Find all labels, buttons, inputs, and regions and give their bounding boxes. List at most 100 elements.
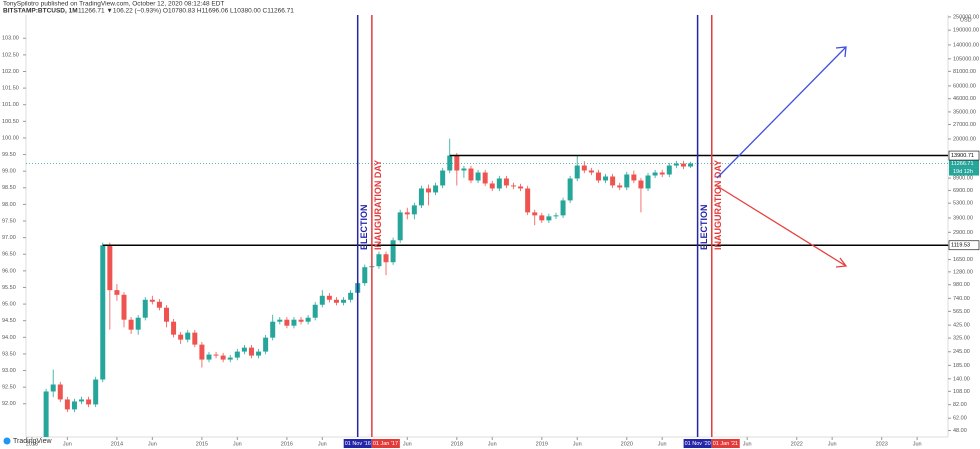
candle-body — [149, 299, 155, 302]
y-tick-label: 92.00 — [2, 401, 16, 407]
x-tick-label: 2019 — [536, 441, 548, 447]
y2-tick-label: 1280.00 — [953, 269, 973, 275]
level-box — [948, 150, 980, 161]
y2-tick-label: 1650.00 — [953, 257, 973, 263]
candle-body — [178, 334, 184, 340]
y2-tick-label: 2900.00 — [953, 230, 973, 236]
candle-body — [652, 172, 658, 176]
candle-body — [348, 292, 354, 300]
y2-tick-label: 62.00 — [953, 416, 967, 422]
candle-body — [43, 391, 49, 437]
logo — [3, 437, 11, 445]
candle-body — [645, 175, 651, 189]
y2-tick-label: 565.00 — [953, 309, 970, 315]
y-tick-label: 101.50 — [2, 86, 19, 92]
candle-body — [298, 319, 304, 322]
candle-body — [305, 317, 311, 322]
candle-body — [114, 290, 120, 295]
y2-tick-label: 46000.00 — [953, 96, 976, 102]
event-date-box — [371, 439, 400, 448]
x-tick-label: Jun — [828, 441, 837, 447]
candle-body — [518, 186, 524, 189]
candle-body — [86, 399, 92, 405]
candle-body — [234, 351, 240, 358]
y-tick-label: 93.50 — [2, 351, 16, 357]
candle-body — [581, 165, 587, 171]
event-date-box — [683, 439, 712, 448]
y-tick-label: 102.50 — [2, 52, 19, 58]
candle-body — [185, 332, 191, 340]
y2-tick-label: 325.00 — [953, 336, 970, 342]
y2-tick-label: 140.00 — [953, 376, 970, 382]
plot-area: ELECTION INAUGURATION DAY ELECTION INAUGURA… — [26, 15, 948, 437]
candle-body — [510, 185, 516, 187]
level-label: 1119.53 — [951, 243, 970, 249]
candle-body — [433, 185, 439, 193]
y2-tick-label: 60000.00 — [953, 83, 976, 89]
candle-body — [107, 245, 113, 291]
y2-tick-label: 140000.00 — [953, 42, 979, 48]
y2-tick-label: 190000.00 — [953, 28, 979, 34]
y-tick-label: 103.00 — [2, 36, 19, 42]
candle-body — [128, 319, 134, 330]
candle-body — [171, 321, 177, 335]
candle-body — [319, 295, 325, 305]
candle-body — [461, 168, 467, 171]
y-tick-label: 94.50 — [2, 318, 16, 324]
y-tick-label: 100.00 — [2, 135, 19, 141]
y2-tick-label: 5300.00 — [953, 201, 973, 207]
y-tick-label: 101.00 — [2, 102, 19, 108]
candle-body — [135, 317, 141, 330]
symbol: BITSTAMP:BTCUSD, 1M — [3, 8, 78, 15]
candle-body — [447, 155, 453, 171]
x-tick-label: Jun — [573, 441, 582, 447]
y2-tick-label: 980.00 — [953, 282, 970, 288]
candle-body — [142, 299, 148, 318]
y-tick-label: 97.50 — [2, 218, 16, 224]
event-label: INAUGURATION DAY — [373, 160, 383, 250]
candle-body — [532, 212, 538, 216]
candle-body — [199, 344, 205, 360]
x-tick-label: 2016 — [281, 441, 293, 447]
arrow-up-head — [835, 46, 847, 58]
y-tick-label: 99.00 — [2, 169, 16, 175]
y2-tick-label: 185.00 — [953, 363, 970, 369]
y-tick-label: 98.50 — [2, 185, 16, 191]
event-label: INAUGURATION DAY — [713, 160, 723, 250]
candle-body — [263, 337, 269, 352]
candle-body — [525, 188, 531, 213]
candle-body — [553, 215, 559, 217]
candle-body — [312, 304, 318, 318]
candle-body — [326, 295, 332, 300]
publisher: TonySpilotro published on TradingView.co… — [3, 1, 224, 8]
brand-name: TradingView — [13, 438, 52, 445]
candle-body — [341, 299, 347, 303]
y2-tick-label: 740.00 — [953, 296, 970, 302]
y-tick-label: 102.00 — [2, 69, 19, 75]
x-tick-label: 2014 — [111, 441, 123, 447]
candle-body — [71, 401, 77, 410]
y2-tick-label: 250000.00 — [953, 14, 979, 20]
candle-body — [574, 165, 580, 179]
y2-tick-label: 48.00 — [953, 428, 967, 434]
y2-unit: USD — [960, 17, 972, 23]
level-box — [948, 240, 980, 251]
candle-body — [248, 347, 254, 356]
x-tick-label: 2022 — [791, 441, 803, 447]
y-tick-label: 97.00 — [2, 235, 16, 241]
y2-tick-label: 3900.00 — [953, 215, 973, 221]
y2-tick-label: 245.00 — [953, 349, 970, 355]
candle-body — [79, 399, 85, 402]
x-tick-label: Jun — [913, 441, 922, 447]
y2-tick-label: 20000.00 — [953, 136, 976, 142]
x-tick-label: Jun — [403, 441, 412, 447]
brand: TradingView — [3, 437, 52, 445]
candle-body — [241, 347, 247, 352]
x-tick-label: Jun — [488, 441, 497, 447]
arrow-up — [716, 46, 847, 179]
arrow-down-head — [835, 257, 848, 268]
event-date: 01 Jan '17 — [373, 441, 398, 447]
y2-tick-label: 8900.00 — [953, 176, 973, 182]
candle-body — [100, 245, 106, 380]
